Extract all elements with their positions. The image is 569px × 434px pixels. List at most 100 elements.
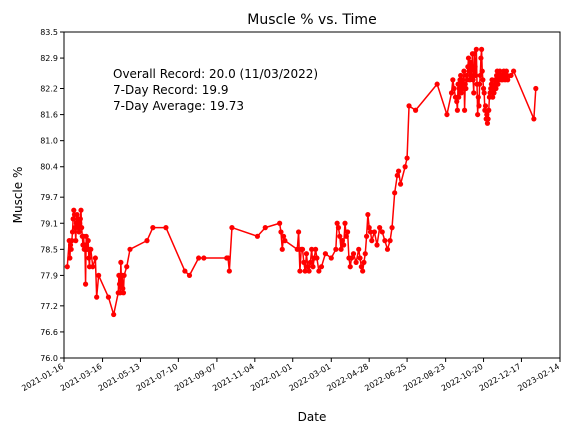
data-point [74, 211, 80, 218]
data-point [450, 77, 456, 83]
y-tick-label: 81.6 [40, 111, 58, 120]
data-point [278, 229, 284, 235]
data-point [490, 94, 496, 100]
data-point [297, 268, 303, 274]
data-point [473, 72, 479, 79]
data-point [67, 255, 73, 261]
data-point [477, 81, 483, 87]
data-point [94, 294, 100, 300]
data-point [477, 72, 483, 79]
data-point [334, 220, 340, 226]
data-point [465, 55, 472, 61]
data-point [377, 225, 383, 231]
data-point [371, 229, 378, 235]
data-point [105, 294, 112, 300]
data-point [493, 85, 499, 92]
data-point [395, 168, 402, 174]
data-point [82, 242, 88, 248]
data-point [369, 238, 375, 244]
y-axis-label: Muscle % [11, 167, 25, 224]
data-point [322, 251, 328, 257]
data-point [314, 255, 320, 261]
data-point [77, 216, 83, 222]
data-point [341, 242, 347, 248]
data-point [362, 251, 368, 257]
data-point [88, 246, 94, 252]
y-tick-label: 80.4 [40, 163, 58, 172]
data-point [333, 246, 339, 252]
data-point [229, 225, 235, 231]
y-tick-label: 83.5 [40, 28, 58, 37]
data-point [495, 81, 501, 87]
data-point [491, 90, 497, 96]
data-point [342, 220, 348, 226]
data-point [350, 251, 357, 257]
data-point [64, 264, 70, 270]
data-point [379, 229, 385, 235]
data-point [277, 220, 283, 226]
data-point [485, 116, 491, 122]
data-point [486, 107, 492, 113]
data-point [306, 268, 312, 274]
data-point [96, 272, 102, 279]
data-point [339, 238, 345, 244]
data-point [348, 255, 355, 261]
data-point [448, 90, 455, 96]
data-point [360, 268, 366, 274]
data-point [337, 233, 343, 239]
data-point [182, 268, 188, 274]
data-point [338, 246, 344, 252]
data-point [120, 290, 127, 296]
data-point [121, 272, 127, 279]
data-point [118, 281, 125, 287]
data-point [282, 238, 288, 244]
data-point [451, 85, 457, 92]
data-point [480, 77, 486, 83]
y-tick-label: 81.0 [40, 137, 58, 146]
data-point [225, 255, 231, 261]
data-point [196, 255, 202, 261]
data-point [301, 259, 307, 265]
data-point [456, 94, 462, 100]
y-tick-label: 79.7 [40, 193, 58, 202]
data-point [363, 233, 370, 239]
data-point [394, 172, 400, 179]
data-point [309, 246, 315, 252]
data-point [79, 225, 85, 231]
data-point [470, 77, 476, 83]
data-point [471, 90, 477, 96]
data-point [384, 246, 391, 252]
data-point [472, 64, 478, 70]
annotation-7day-average: 7-Day Average: 19.73 [113, 99, 244, 113]
data-point [471, 51, 477, 57]
data-point [533, 85, 539, 92]
series-layer [64, 46, 539, 318]
data-point [478, 55, 484, 61]
data-point [366, 225, 372, 231]
y-tick-label: 78.5 [40, 245, 58, 254]
data-point [76, 229, 82, 235]
data-point [406, 103, 412, 109]
data-point [357, 255, 363, 261]
data-point [318, 264, 325, 270]
data-point [412, 107, 419, 113]
data-point [356, 246, 362, 252]
data-point [201, 255, 207, 261]
annotation-overall-record: Overall Record: 20.0 (11/03/2022) [113, 67, 318, 81]
plot-frame [63, 31, 561, 359]
data-point [353, 259, 359, 265]
data-point [458, 90, 464, 96]
data-point [473, 46, 479, 52]
data-point [487, 90, 493, 96]
data-point [90, 264, 96, 270]
data-point [461, 107, 468, 113]
data-point [305, 264, 311, 270]
annotation-7day-record: 7-Day Record: 19.9 [113, 83, 229, 97]
data-point [456, 85, 462, 92]
data-point [335, 225, 342, 231]
data-point [163, 225, 169, 231]
data-point [347, 264, 353, 270]
data-point [120, 285, 126, 292]
data-point [67, 242, 74, 248]
data-point [328, 255, 334, 261]
